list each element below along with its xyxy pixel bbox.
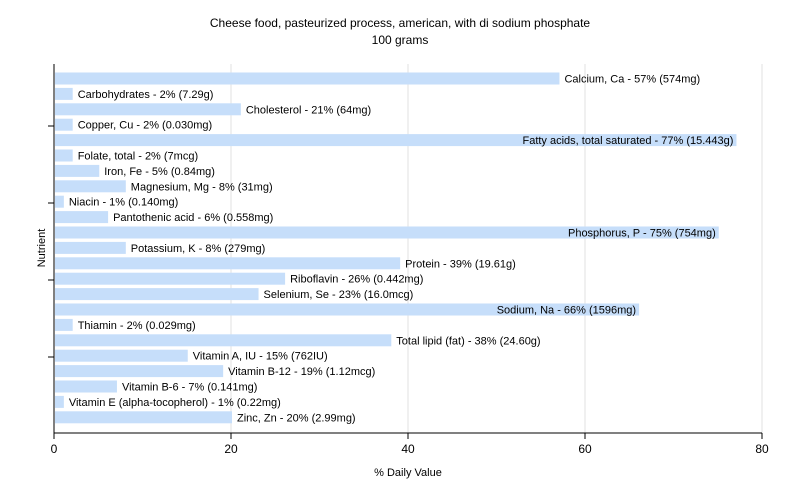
bar [55,149,73,162]
chart-title: Cheese food, pasteurized process, americ… [210,16,591,30]
bar [55,118,73,131]
bar [55,134,737,147]
bar-label: Fatty acids, total saturated - 77% (15.4… [522,135,733,147]
bar-label: Pantothenic acid - 6% (0.558mg) [113,212,273,224]
bar-label: Niacin - 1% (0.140mg) [69,197,178,209]
bar-label: Total lipid (fat) - 38% (24.60g) [396,335,540,347]
bar [55,334,392,347]
bar-label: Magnesium, Mg - 8% (31mg) [131,181,273,193]
bar [55,103,241,116]
bar [55,241,126,254]
bar [55,318,73,331]
x-axis-label: % Daily Value [374,467,442,479]
x-tick-label: 0 [51,442,58,456]
bar-label: Carbohydrates - 2% (7.29g) [78,89,214,101]
bar-label: Vitamin E (alpha-tocopherol) - 1% (0.22m… [69,397,281,409]
axes: 0 20 40 60 80 [48,64,769,456]
bar-label: Protein - 39% (19.61g) [405,258,516,270]
bar-label: Selenium, Se - 23% (16.0mcg) [264,289,414,301]
bar [55,226,719,239]
bar-label: Folate, total - 2% (7mcg) [78,151,198,163]
bar-label: Sodium, Na - 66% (1596mg) [497,305,636,317]
bar [55,195,64,208]
bar-label: Calcium, Ca - 57% (574mg) [564,74,700,86]
bar [55,411,232,424]
bar-label: Riboflavin - 26% (0.442mg) [290,274,423,286]
bar [55,72,560,85]
bar [55,180,126,193]
bar [55,164,100,177]
bar [55,257,401,270]
bar-label: Copper, Cu - 2% (0.030mg) [78,120,213,132]
bars: Calcium, Ca - 57% (574mg) Carbohydrates -… [55,72,737,424]
bar-label: Vitamin B-6 - 7% (0.141mg) [122,382,258,394]
bar-label: Vitamin B-12 - 19% (1.12mcg) [228,366,375,378]
x-tick-label: 20 [224,442,238,456]
bar [55,272,286,285]
grid-lines [230,64,763,433]
bar-label: Potassium, K - 8% (279mg) [131,243,265,255]
bar-label: Phosphorus, P - 75% (754mg) [568,228,716,240]
bar [55,303,640,316]
y-axis-label: Nutrient [36,229,48,268]
bar-label: Iron, Fe - 5% (0.84mg) [104,166,215,178]
bar-label: Vitamin A, IU - 15% (762IU) [193,351,328,363]
bar [55,380,117,393]
x-tick-label: 80 [755,442,769,456]
bar [55,87,73,100]
bar [55,288,259,301]
bar-label: Cholesterol - 21% (64mg) [246,104,371,116]
bar-label: Zinc, Zn - 20% (2.99mg) [237,412,356,424]
x-tick-label: 60 [578,442,592,456]
x-tick-label: 40 [401,442,415,456]
bar [55,349,188,362]
bar-label: Thiamin - 2% (0.029mg) [78,320,196,332]
bar [55,395,64,408]
chart-subtitle: 100 grams [372,33,429,47]
bar [55,211,109,224]
bar [55,365,224,378]
